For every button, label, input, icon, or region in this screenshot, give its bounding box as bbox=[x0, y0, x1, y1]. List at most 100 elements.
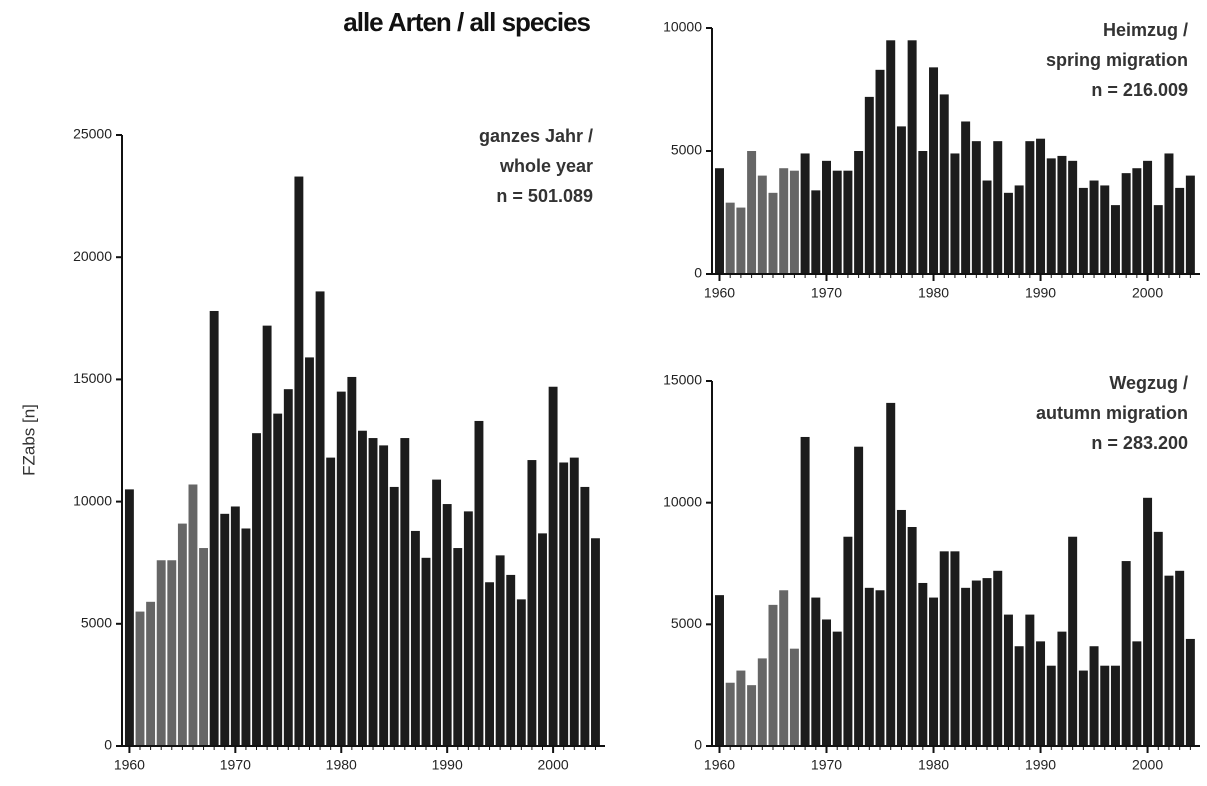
bar bbox=[580, 486, 590, 746]
x-tick-label: 1990 bbox=[432, 757, 463, 773]
bar bbox=[156, 560, 166, 746]
bar bbox=[336, 391, 346, 746]
x-tick-label: 1960 bbox=[704, 285, 735, 301]
bar bbox=[1068, 536, 1078, 746]
bar bbox=[961, 121, 971, 274]
bar bbox=[864, 587, 874, 746]
bar bbox=[789, 170, 799, 274]
bar bbox=[1025, 141, 1035, 274]
bar bbox=[347, 376, 357, 746]
y-tick-label: 25000 bbox=[73, 126, 112, 142]
bar bbox=[982, 180, 992, 274]
x-tick-label: 1960 bbox=[704, 757, 735, 773]
bar bbox=[1121, 173, 1131, 274]
bar bbox=[538, 533, 547, 746]
bar bbox=[453, 548, 463, 746]
bar bbox=[241, 528, 251, 746]
annotation: n = 216.009 bbox=[1091, 80, 1188, 100]
bar bbox=[907, 40, 917, 274]
bar bbox=[843, 536, 853, 746]
bar bbox=[747, 151, 757, 274]
bar bbox=[1025, 614, 1035, 746]
y-tick-label: 10000 bbox=[663, 19, 702, 35]
bar bbox=[506, 574, 516, 746]
bar bbox=[283, 389, 293, 746]
bar bbox=[822, 160, 832, 274]
x-tick-label: 1990 bbox=[1025, 285, 1056, 301]
bar bbox=[262, 325, 272, 746]
bar bbox=[209, 310, 219, 746]
bar bbox=[1121, 561, 1131, 746]
bar bbox=[929, 67, 939, 274]
bar bbox=[939, 94, 949, 274]
bar bbox=[832, 170, 842, 274]
bar bbox=[768, 604, 778, 746]
y-axis-label: FZabs [n] bbox=[19, 404, 38, 476]
annotation: autumn migration bbox=[1036, 403, 1188, 423]
bar bbox=[252, 433, 261, 746]
bar bbox=[177, 523, 187, 746]
bar bbox=[950, 153, 960, 274]
bar bbox=[811, 597, 821, 746]
y-tick-label: 0 bbox=[104, 737, 112, 753]
x-tick-label: 1970 bbox=[811, 757, 842, 773]
bar bbox=[474, 420, 484, 746]
bar bbox=[400, 438, 410, 746]
bar bbox=[379, 445, 389, 746]
bar bbox=[929, 597, 939, 746]
bar bbox=[736, 207, 746, 274]
bar bbox=[1110, 665, 1120, 746]
bar bbox=[971, 141, 981, 274]
bar bbox=[1143, 497, 1153, 746]
bar bbox=[918, 582, 928, 746]
bar bbox=[315, 291, 325, 746]
y-tick-label: 0 bbox=[694, 265, 702, 281]
bar bbox=[768, 192, 778, 274]
bar bbox=[1036, 641, 1046, 746]
y-tick-label: 20000 bbox=[73, 248, 112, 264]
bar bbox=[305, 357, 314, 746]
y-tick-label: 10000 bbox=[73, 492, 112, 508]
y-tick-label: 15000 bbox=[73, 370, 112, 386]
bar bbox=[124, 489, 134, 746]
bar bbox=[220, 513, 230, 746]
x-tick-label: 1980 bbox=[918, 757, 949, 773]
bar bbox=[714, 595, 724, 746]
bar bbox=[886, 40, 896, 274]
bar bbox=[896, 126, 906, 275]
bar bbox=[1057, 155, 1067, 274]
bar bbox=[800, 153, 810, 274]
bar bbox=[527, 460, 537, 746]
bar bbox=[294, 176, 304, 747]
bar bbox=[1046, 665, 1056, 746]
x-tick-label: 1970 bbox=[220, 757, 251, 773]
bar bbox=[800, 436, 810, 746]
bar bbox=[485, 582, 494, 746]
bar bbox=[1057, 631, 1067, 746]
x-tick-label: 2000 bbox=[1132, 285, 1163, 301]
bar bbox=[548, 386, 558, 746]
bar bbox=[854, 151, 864, 274]
bar bbox=[832, 631, 842, 746]
y-tick-label: 5000 bbox=[81, 615, 112, 631]
bar bbox=[993, 141, 1003, 274]
bar bbox=[779, 168, 789, 274]
x-tick-label: 1960 bbox=[114, 757, 145, 773]
bar bbox=[326, 457, 336, 746]
bar bbox=[432, 479, 442, 746]
bar bbox=[167, 560, 177, 746]
bar bbox=[421, 557, 431, 746]
bar bbox=[569, 457, 579, 746]
bar bbox=[442, 504, 452, 746]
bar bbox=[1003, 192, 1013, 274]
bar bbox=[1100, 665, 1110, 746]
x-tick-label: 1990 bbox=[1025, 757, 1056, 773]
bar bbox=[843, 170, 853, 274]
y-tick-label: 15000 bbox=[663, 372, 702, 388]
bar bbox=[1089, 646, 1099, 746]
bar bbox=[1078, 187, 1088, 274]
bar bbox=[591, 538, 600, 746]
bar bbox=[1089, 180, 1099, 274]
bar bbox=[993, 570, 1003, 746]
